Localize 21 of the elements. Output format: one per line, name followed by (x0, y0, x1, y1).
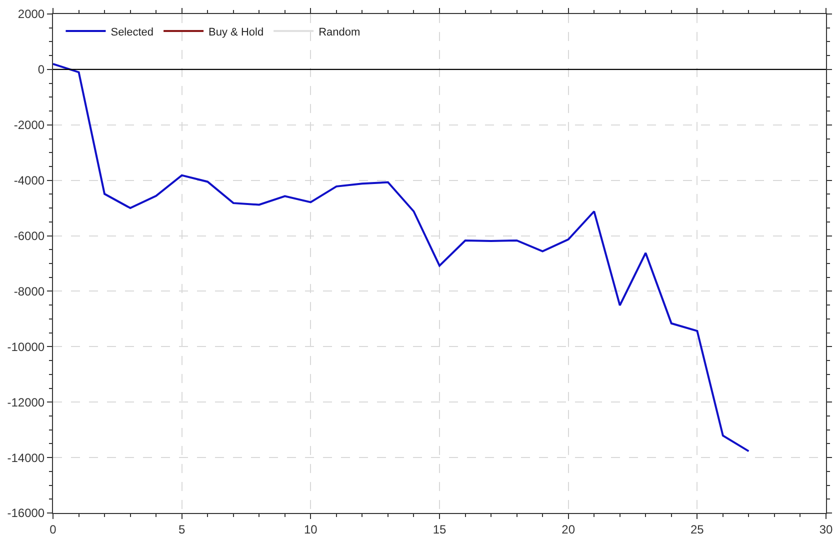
x-tick-label: 15 (432, 522, 446, 536)
x-tick-label: 0 (50, 522, 57, 536)
x-tick-label: 30 (819, 522, 833, 536)
y-tick-label: -12000 (7, 395, 45, 410)
y-tick-label: -4000 (14, 174, 45, 188)
y-tick-label: -6000 (14, 228, 45, 243)
x-tick-label: 5 (178, 522, 186, 536)
y-tick-label: 2000 (18, 7, 45, 22)
y-tick-label: -14000 (7, 450, 45, 465)
legend-label: Selected (110, 26, 154, 38)
y-tick-label: -10000 (7, 340, 45, 354)
y-tick-label: -16000 (7, 506, 45, 520)
x-tick-label: 20 (562, 522, 576, 536)
y-tick-label: -8000 (14, 284, 45, 298)
legend-label: Buy & Hold (208, 26, 264, 38)
x-tick-label: 25 (690, 522, 704, 536)
legend-label: Random (318, 26, 360, 38)
y-tick-label: 0 (38, 62, 45, 77)
x-tick-label: 10 (304, 522, 318, 536)
line-series (53, 62, 750, 452)
y-tick-label: -2000 (14, 118, 45, 132)
